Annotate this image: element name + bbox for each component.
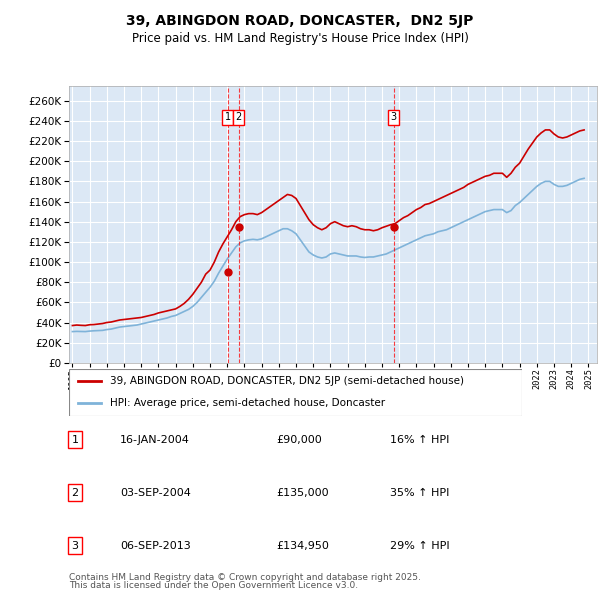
Text: This data is licensed under the Open Government Licence v3.0.: This data is licensed under the Open Gov… [69,581,358,590]
Text: £90,000: £90,000 [276,435,322,444]
Text: 16-JAN-2004: 16-JAN-2004 [120,435,190,444]
Text: 35% ↑ HPI: 35% ↑ HPI [390,488,449,497]
Text: 39, ABINGDON ROAD, DONCASTER,  DN2 5JP: 39, ABINGDON ROAD, DONCASTER, DN2 5JP [127,14,473,28]
Text: £135,000: £135,000 [276,488,329,497]
Text: £134,950: £134,950 [276,541,329,550]
Text: 2: 2 [236,113,242,123]
Text: 1: 1 [225,113,231,123]
FancyBboxPatch shape [69,369,522,416]
Text: 06-SEP-2013: 06-SEP-2013 [120,541,191,550]
Text: Contains HM Land Registry data © Crown copyright and database right 2025.: Contains HM Land Registry data © Crown c… [69,572,421,582]
Text: 3: 3 [71,541,79,550]
Text: 39, ABINGDON ROAD, DONCASTER, DN2 5JP (semi-detached house): 39, ABINGDON ROAD, DONCASTER, DN2 5JP (s… [110,376,464,386]
Text: 1: 1 [71,435,79,444]
Text: Price paid vs. HM Land Registry's House Price Index (HPI): Price paid vs. HM Land Registry's House … [131,32,469,45]
Text: HPI: Average price, semi-detached house, Doncaster: HPI: Average price, semi-detached house,… [110,398,385,408]
Text: 3: 3 [391,113,397,123]
Text: 29% ↑ HPI: 29% ↑ HPI [390,541,449,550]
Text: 03-SEP-2004: 03-SEP-2004 [120,488,191,497]
Text: 16% ↑ HPI: 16% ↑ HPI [390,435,449,444]
Text: 2: 2 [71,488,79,497]
